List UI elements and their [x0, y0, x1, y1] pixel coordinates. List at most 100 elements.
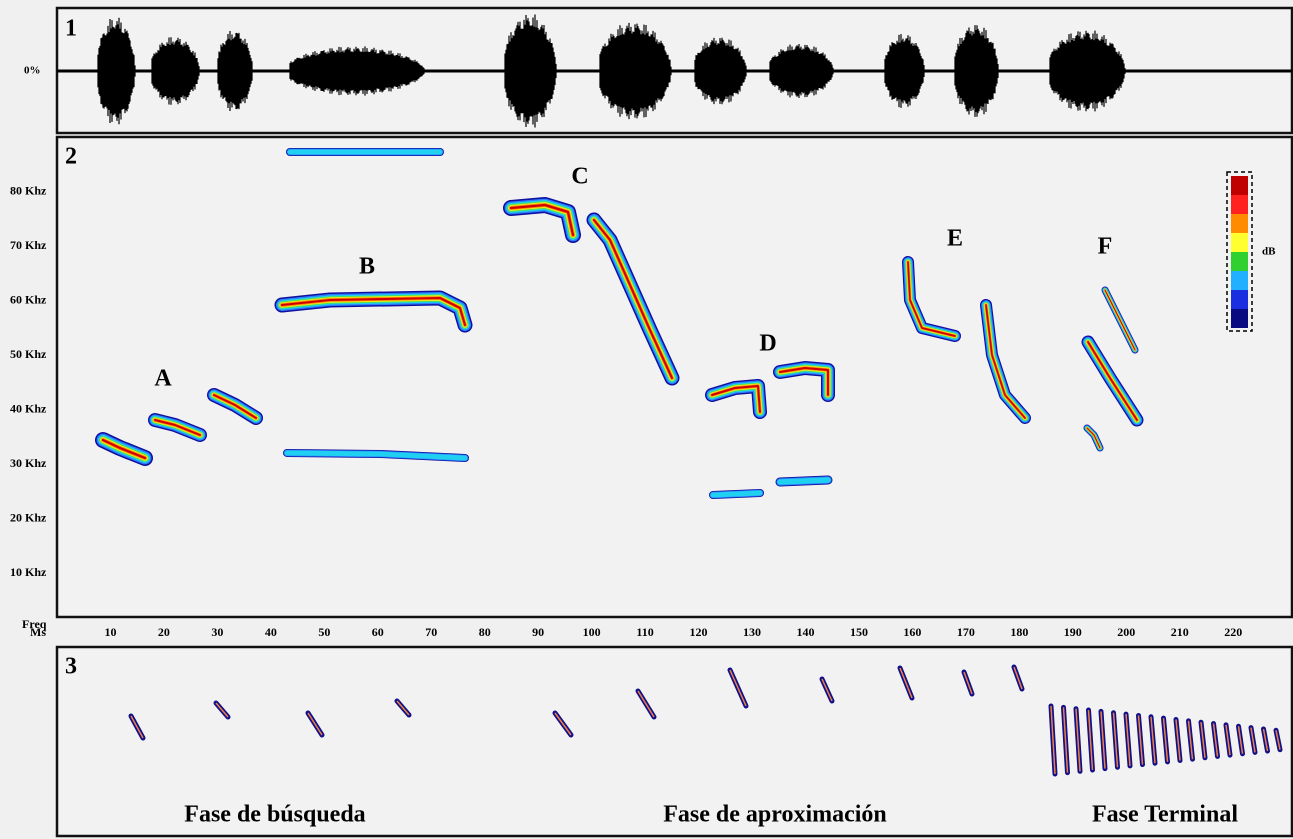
y-tick-label: 10 Khz — [10, 565, 47, 579]
call-contour — [280, 296, 467, 327]
sequence-call-core — [1162, 718, 1169, 762]
sequence-call-core — [1050, 705, 1056, 775]
x-tick-label: 130 — [743, 625, 761, 639]
call-contour — [710, 490, 763, 498]
sequence-call-core — [1225, 724, 1231, 756]
call-contour — [1087, 341, 1138, 421]
y-tick-label: 30 Khz — [10, 456, 47, 470]
x-tick-label: 110 — [636, 625, 653, 639]
colorbar-segment — [1231, 252, 1248, 271]
y-tick-label: 70 Khz — [10, 238, 47, 252]
sequence-call-core — [1237, 726, 1244, 754]
x-tick-label: 220 — [1224, 625, 1242, 639]
sequence-call-core — [729, 669, 747, 707]
x-tick-label: 60 — [372, 625, 384, 639]
x-tick-label: 80 — [479, 625, 491, 639]
call-letter: D — [759, 331, 776, 357]
colorbar-segment — [1231, 176, 1248, 195]
colorbar-segment — [1231, 290, 1248, 309]
x-tick-label: 140 — [796, 625, 814, 639]
sequence-call-core — [1275, 730, 1281, 750]
sequence-call-core — [1187, 720, 1194, 760]
sequence-call-core — [215, 702, 229, 718]
sequence-call-core — [307, 712, 323, 736]
x-tick-label: 120 — [690, 625, 708, 639]
call-contour — [985, 304, 1026, 419]
x-tick-label: 20 — [158, 625, 170, 639]
colorbar-frame — [1226, 171, 1253, 332]
sequence-call-core — [1112, 712, 1119, 768]
x-tick-label: 160 — [903, 625, 921, 639]
sequence-call-core — [554, 712, 572, 736]
colorbar-segment — [1231, 233, 1248, 252]
colorbar-label: dB — [1262, 246, 1276, 258]
x-tick-label: 50 — [318, 625, 330, 639]
sequence-call-core — [1175, 719, 1181, 761]
call-contour — [779, 367, 829, 396]
call-sequence — [128, 664, 1283, 777]
x-tick-label: 40 — [265, 625, 277, 639]
waveform-trace — [97, 14, 1126, 128]
x-tick-label: 100 — [583, 625, 601, 639]
y-axis-label: Freq — [22, 617, 47, 631]
colorbar-segment — [1231, 214, 1248, 233]
x-tick-label: 200 — [1117, 625, 1135, 639]
call-contour — [213, 394, 257, 419]
call-contour — [154, 419, 201, 436]
sequence-call-core — [1087, 710, 1094, 770]
sequence-call-core — [1212, 723, 1219, 757]
panel-label: 3 — [65, 654, 77, 680]
call-contour — [592, 218, 674, 380]
sequence-call-core — [821, 678, 833, 702]
sequence-call-core — [1075, 708, 1081, 772]
y-tick-label: 50 Khz — [10, 347, 47, 361]
sequence-call-core — [1250, 727, 1256, 753]
call-letter: A — [154, 366, 172, 392]
sequence-panel — [55, 645, 1293, 838]
sequence-call-core — [1137, 715, 1144, 765]
x-tick-label: 170 — [957, 625, 975, 639]
panel-label: 2 — [65, 144, 77, 170]
call-contour — [777, 477, 831, 485]
sequence-call-core — [1100, 711, 1106, 769]
sequence-call-core — [1200, 722, 1206, 758]
colorbar-segment — [1231, 195, 1248, 214]
phase-label: Fase Terminal — [1092, 802, 1238, 828]
sequence-call-core — [899, 667, 913, 699]
sequence-call-core — [1262, 728, 1269, 752]
x-tick-label: 210 — [1171, 625, 1189, 639]
call-contour — [1086, 427, 1101, 449]
x-tick-label: 150 — [850, 625, 868, 639]
panel-label: 1 — [65, 16, 77, 42]
call-contour — [101, 438, 147, 460]
phase-label: Fase de búsqueda — [184, 802, 365, 828]
call-contour — [1104, 289, 1136, 351]
y-tick-label: 0% — [24, 65, 41, 77]
y-tick-label: 20 Khz — [10, 511, 47, 525]
spectrogram — [95, 148, 1253, 499]
call-contour — [509, 203, 575, 237]
sequence-call-core — [1125, 714, 1131, 766]
sequence-call-core — [130, 715, 144, 739]
call-letter: E — [947, 226, 963, 252]
sequence-call-core — [1150, 716, 1156, 764]
x-axis-label: Ms — [30, 625, 46, 639]
sequence-call-core — [1013, 666, 1023, 690]
sequence-call-core — [1062, 707, 1069, 773]
sequence-call-core — [396, 700, 410, 716]
colorbar-segment — [1231, 309, 1248, 328]
x-tick-label: 90 — [532, 625, 544, 639]
phase-label: Fase de aproximación — [663, 802, 887, 828]
call-contour — [284, 450, 468, 461]
sequence-call-core — [637, 690, 655, 718]
y-tick-label: 80 Khz — [10, 183, 47, 197]
call-contour — [711, 385, 761, 413]
call-letter: C — [571, 164, 588, 190]
waveform — [97, 14, 1126, 128]
y-tick-label: 40 Khz — [10, 401, 47, 415]
call-letter: F — [1098, 234, 1113, 260]
x-tick-label: 30 — [211, 625, 223, 639]
x-tick-label: 190 — [1064, 625, 1082, 639]
colorbar-segment — [1231, 271, 1248, 290]
